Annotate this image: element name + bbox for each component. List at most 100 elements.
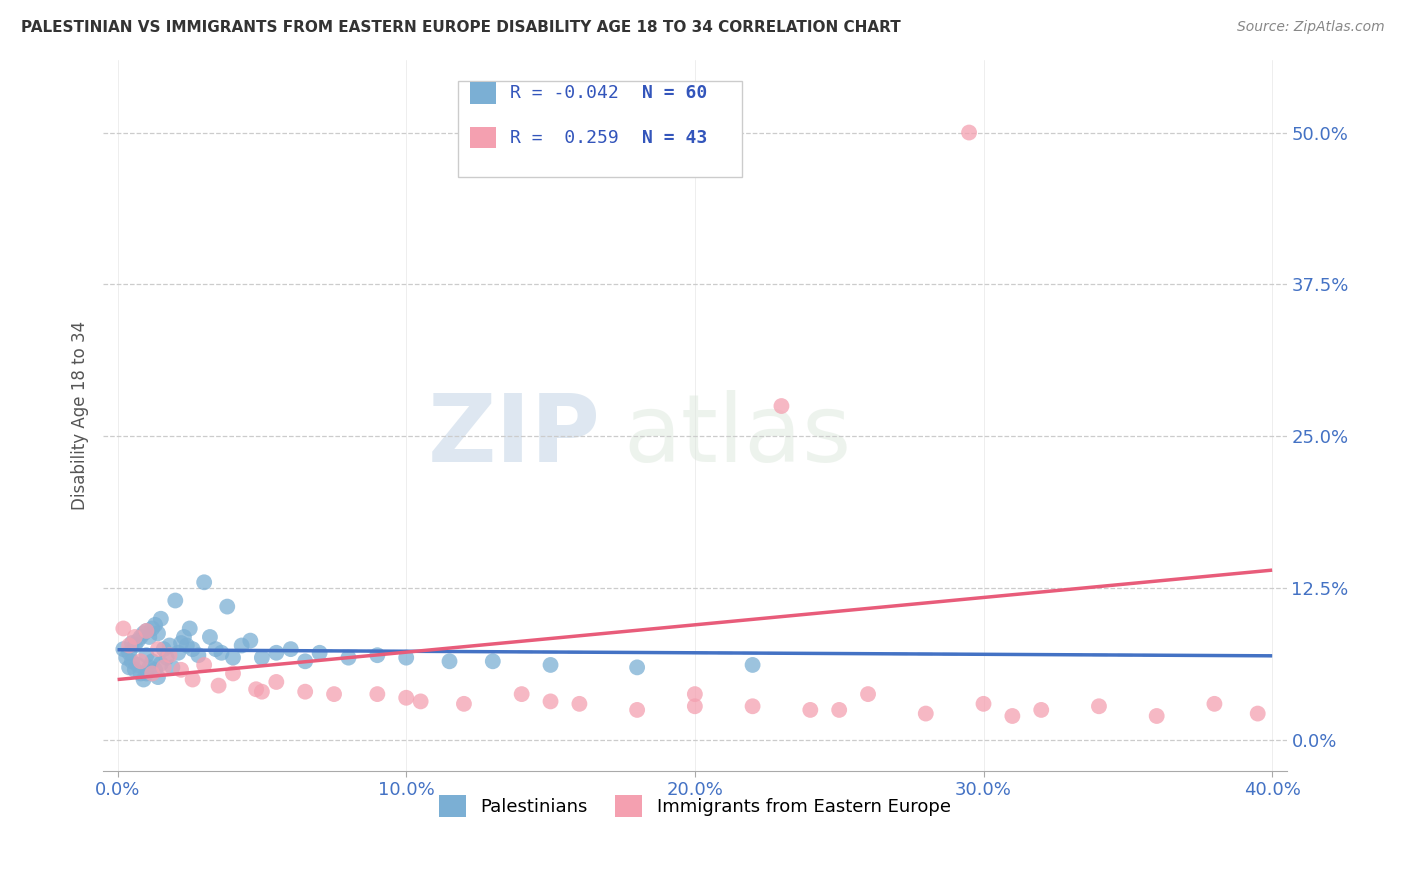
Point	[115, 650, 138, 665]
Point	[124, 630, 146, 644]
Point	[121, 636, 143, 650]
Point	[245, 682, 267, 697]
Point	[135, 666, 157, 681]
Point	[540, 657, 562, 672]
Text: N = 43: N = 43	[641, 128, 707, 146]
Point	[453, 697, 475, 711]
Point	[366, 687, 388, 701]
Point	[770, 399, 793, 413]
Point	[1204, 697, 1226, 711]
Text: R =  0.259: R = 0.259	[510, 128, 619, 146]
Point	[294, 654, 316, 668]
Point	[366, 648, 388, 663]
Point	[914, 706, 936, 721]
Point	[129, 630, 152, 644]
Point	[141, 666, 163, 681]
Point	[146, 642, 169, 657]
Point	[149, 657, 172, 671]
Point	[159, 648, 181, 663]
Point	[143, 663, 166, 677]
Text: R = -0.042: R = -0.042	[510, 84, 619, 102]
Point	[957, 126, 980, 140]
Point	[1146, 709, 1168, 723]
Point	[973, 697, 995, 711]
Point	[170, 663, 193, 677]
Point	[135, 648, 157, 663]
Point	[176, 639, 198, 653]
Point	[280, 642, 302, 657]
Point	[222, 650, 245, 665]
Point	[510, 687, 533, 701]
Point	[626, 660, 648, 674]
Point	[828, 703, 851, 717]
Point	[409, 694, 432, 708]
Point	[193, 575, 215, 590]
Point	[231, 639, 253, 653]
Point	[741, 657, 763, 672]
Point	[323, 687, 346, 701]
Point	[141, 654, 163, 668]
Legend: Palestinians, Immigrants from Eastern Europe: Palestinians, Immigrants from Eastern Eu…	[430, 786, 960, 826]
Point	[294, 684, 316, 698]
Text: PALESTINIAN VS IMMIGRANTS FROM EASTERN EUROPE DISABILITY AGE 18 TO 34 CORRELATIO: PALESTINIAN VS IMMIGRANTS FROM EASTERN E…	[21, 20, 901, 35]
Point	[121, 654, 143, 668]
Point	[856, 687, 879, 701]
Point	[1001, 709, 1024, 723]
Point	[173, 630, 195, 644]
Y-axis label: Disability Age 18 to 34: Disability Age 18 to 34	[72, 320, 89, 509]
Point	[207, 679, 229, 693]
Point	[181, 673, 204, 687]
Point	[568, 697, 591, 711]
Point	[165, 593, 187, 607]
Point	[266, 675, 288, 690]
Point	[143, 617, 166, 632]
Bar	[470, 82, 496, 103]
Text: N = 60: N = 60	[641, 84, 707, 102]
Point	[222, 666, 245, 681]
Point	[124, 663, 146, 677]
Point	[337, 650, 360, 665]
Point	[152, 660, 174, 674]
Point	[170, 636, 193, 650]
Point	[1031, 703, 1053, 717]
Point	[127, 633, 149, 648]
Point	[741, 699, 763, 714]
Point	[217, 599, 239, 614]
Point	[1247, 706, 1270, 721]
Point	[167, 646, 190, 660]
Point	[439, 654, 461, 668]
Point	[152, 642, 174, 657]
Point	[193, 657, 215, 672]
Point	[266, 646, 288, 660]
Point	[132, 626, 155, 640]
Point	[395, 650, 418, 665]
Point	[132, 673, 155, 687]
Point	[1088, 699, 1111, 714]
Point	[129, 654, 152, 668]
Point	[118, 660, 141, 674]
Point	[198, 630, 221, 644]
Point	[146, 626, 169, 640]
Point	[239, 633, 262, 648]
Point	[149, 612, 172, 626]
Point	[138, 660, 160, 674]
Point	[135, 624, 157, 638]
Point	[135, 624, 157, 638]
Point	[112, 622, 135, 636]
Point	[112, 642, 135, 657]
Text: Source: ZipAtlas.com: Source: ZipAtlas.com	[1237, 20, 1385, 34]
Point	[162, 660, 184, 674]
Point	[540, 694, 562, 708]
Point	[118, 639, 141, 653]
Text: atlas: atlas	[624, 391, 852, 483]
Point	[250, 650, 273, 665]
Point	[250, 684, 273, 698]
Point	[129, 666, 152, 681]
Point	[683, 699, 706, 714]
Bar	[470, 127, 496, 148]
Point	[156, 650, 179, 665]
Point	[308, 646, 330, 660]
Point	[118, 646, 141, 660]
Point	[124, 639, 146, 653]
Point	[159, 639, 181, 653]
